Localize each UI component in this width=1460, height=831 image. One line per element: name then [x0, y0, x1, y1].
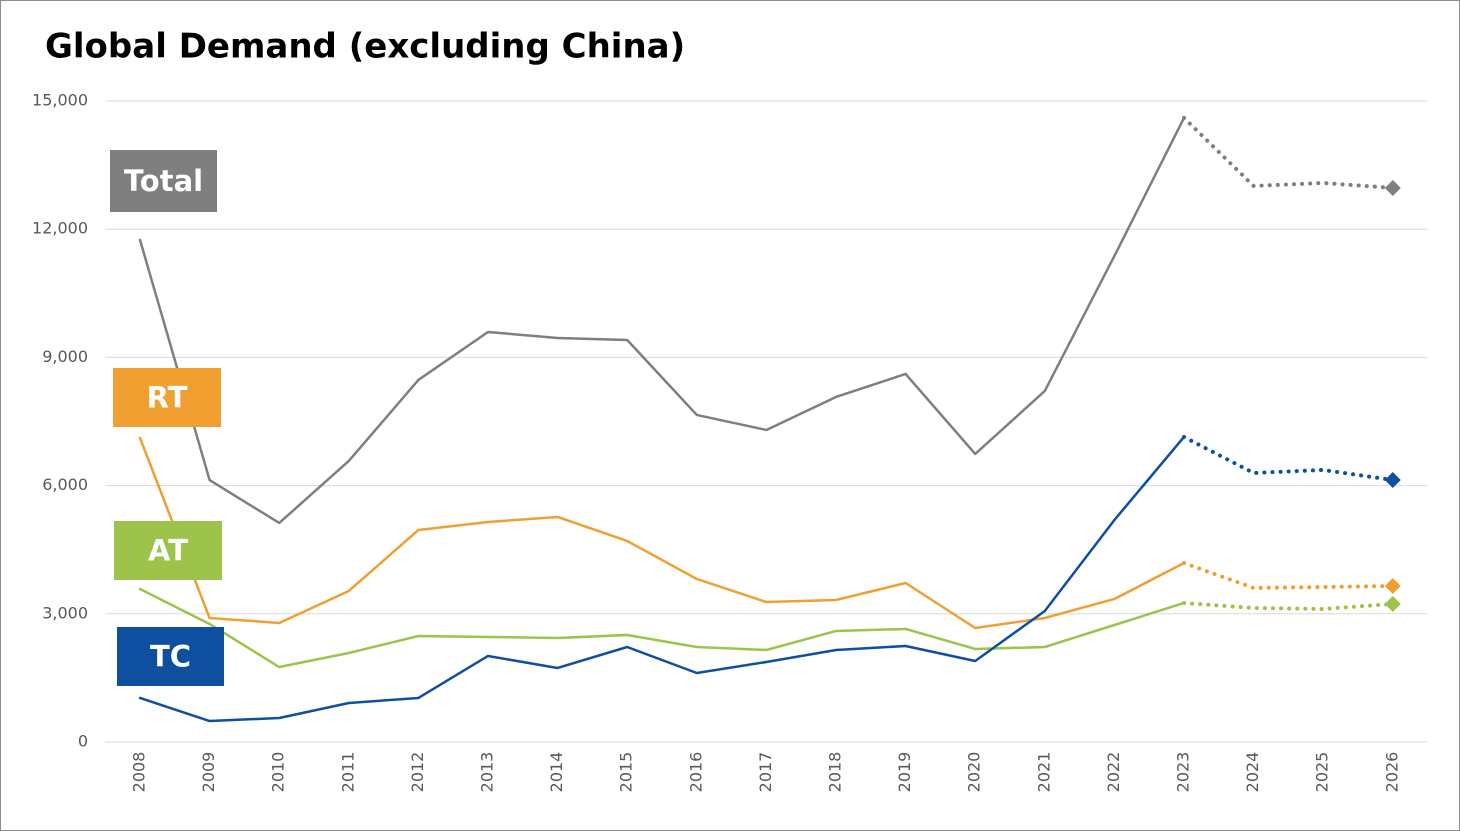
x-tick-label: 2008	[130, 752, 149, 793]
y-tick-label: 12,000	[32, 219, 88, 238]
x-tick-label: 2020	[965, 752, 984, 793]
legend-box	[117, 627, 224, 686]
y-tick-label: 15,000	[32, 91, 88, 110]
series-line-dotted	[1182, 115, 1395, 190]
series-line-dotted	[1182, 434, 1395, 483]
legend-label: RT	[147, 381, 188, 415]
end-marker	[1384, 179, 1401, 196]
end-marker	[1384, 595, 1401, 612]
end-marker	[1384, 577, 1401, 594]
x-tick-label: 2021	[1034, 752, 1053, 793]
x-tick-label: 2017	[756, 752, 775, 793]
series-line-dotted	[1182, 600, 1395, 611]
x-tick-label: 2011	[338, 752, 357, 793]
x-tick-label: 2012	[408, 752, 427, 793]
x-tick-label: 2018	[826, 752, 845, 793]
series-line	[138, 436, 1186, 630]
x-tick-label: 2024	[1243, 752, 1262, 793]
series-line	[138, 435, 1186, 723]
legend-box	[114, 521, 222, 580]
x-tick-label: 2019	[895, 752, 914, 793]
x-tick-label: 2026	[1382, 752, 1401, 793]
y-tick-label: 9,000	[42, 347, 88, 366]
end-marker	[1384, 472, 1401, 489]
x-tick-label: 2015	[617, 752, 636, 793]
x-tick-label: 2022	[1104, 752, 1123, 793]
series-line	[138, 587, 1186, 669]
legend-label: Total	[124, 164, 203, 198]
legend-label: AT	[148, 534, 188, 568]
x-tick-label: 2016	[686, 752, 705, 793]
y-tick-label: 6,000	[42, 475, 88, 494]
legend-label: TC	[150, 640, 191, 674]
series-line	[138, 116, 1186, 525]
x-tick-label: 2010	[269, 752, 288, 793]
y-tick-label: 0	[78, 732, 88, 751]
legend-box	[110, 150, 217, 212]
legend-box	[113, 368, 221, 427]
series-line-dotted	[1182, 560, 1395, 590]
x-tick-label: 2014	[547, 752, 566, 793]
x-tick-label: 2009	[199, 752, 218, 793]
chart-title: Global Demand (excluding China)	[45, 27, 685, 67]
x-tick-label: 2023	[1174, 752, 1193, 793]
x-tick-label: 2025	[1313, 752, 1332, 793]
y-tick-label: 3,000	[42, 603, 88, 622]
x-tick-label: 2013	[478, 752, 497, 793]
